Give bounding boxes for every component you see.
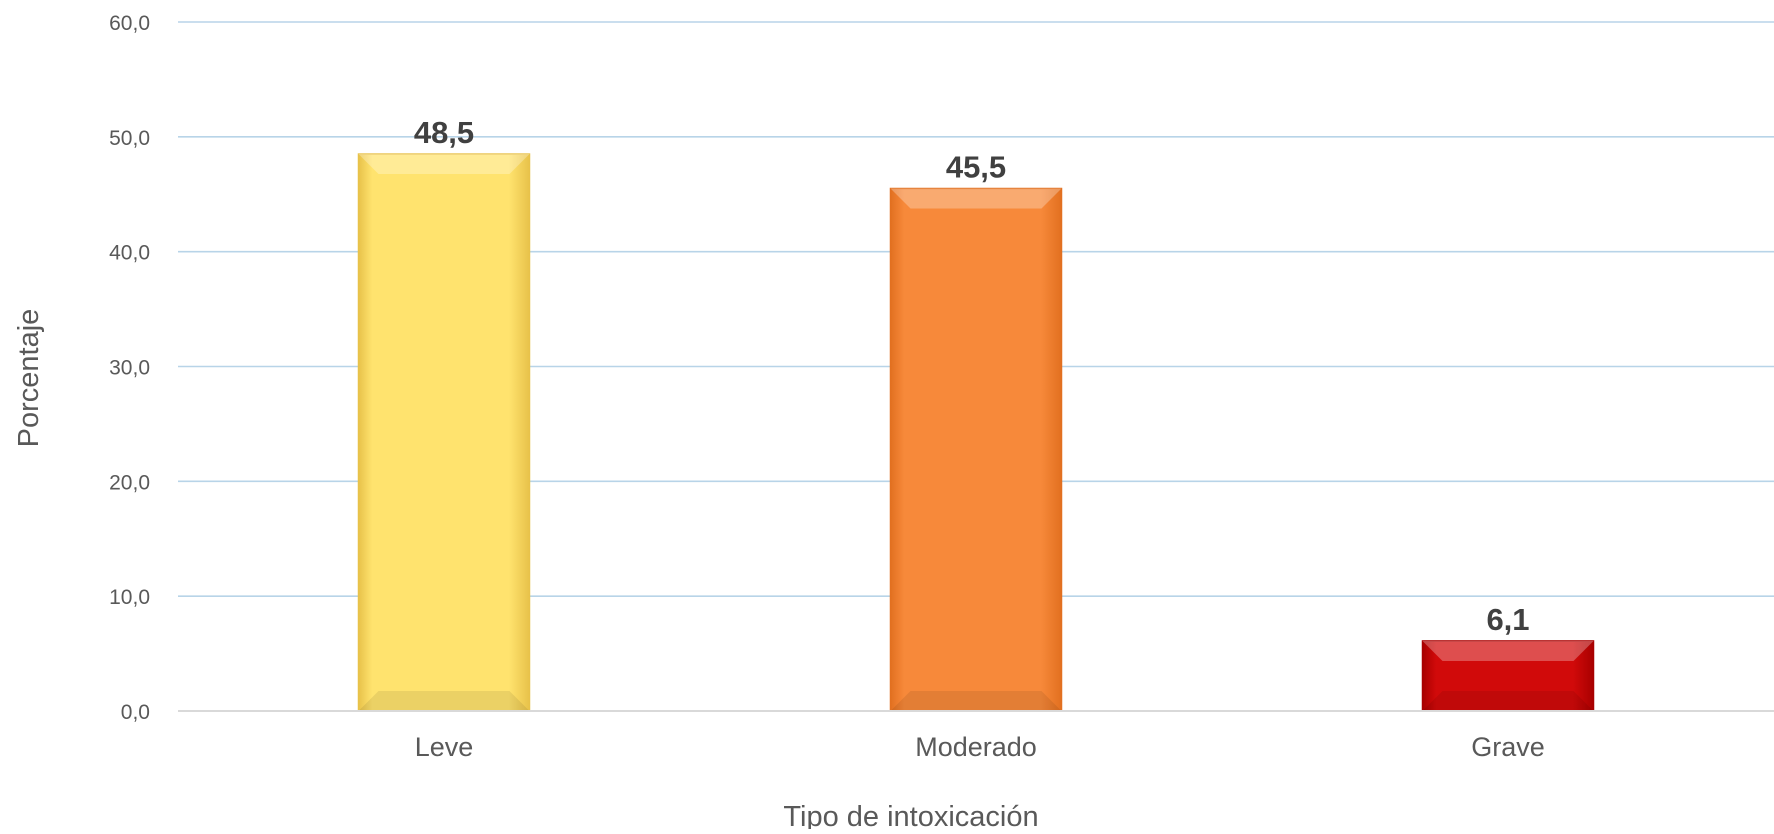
bar-bevel-top [358,154,530,175]
data-label: 6,1 [1486,602,1529,637]
y-axis-title: Porcentaje [13,309,45,448]
bar-moderado [889,187,1063,712]
x-axis-ticks: Leve Moderado Grave [415,732,1545,762]
bars [357,153,1595,712]
bar-bevel-bottom [1422,691,1594,711]
y-axis-ticks: 0,0 10,0 20,0 30,0 40,0 50,0 60,0 [109,12,150,724]
y-tick-label: 50,0 [109,127,150,150]
y-tick-label: 60,0 [109,12,150,35]
bar [889,187,1063,712]
x-tick-label: Moderado [915,732,1037,762]
bar-bevel-top [1422,640,1594,661]
y-tick-label: 20,0 [109,471,150,494]
y-tick-label: 30,0 [109,357,150,380]
bar [357,153,531,712]
y-tick-label: 40,0 [109,242,150,265]
x-tick-label: Grave [1471,732,1545,762]
bar-bevel-bottom [358,691,530,711]
y-tick-label: 0,0 [121,701,150,724]
data-label: 45,5 [946,150,1006,185]
x-axis-title: Tipo de intoxicación [783,801,1038,829]
x-tick-label: Leve [415,732,474,762]
bar-bevel-top [890,188,1062,209]
data-label: 48,5 [414,115,474,150]
y-tick-label: 10,0 [109,586,150,609]
bar-grave [1421,640,1595,712]
data-labels: 48,5 45,5 6,1 [414,115,1530,637]
bar-leve [357,153,531,712]
bar-bevel-bottom [890,691,1062,711]
